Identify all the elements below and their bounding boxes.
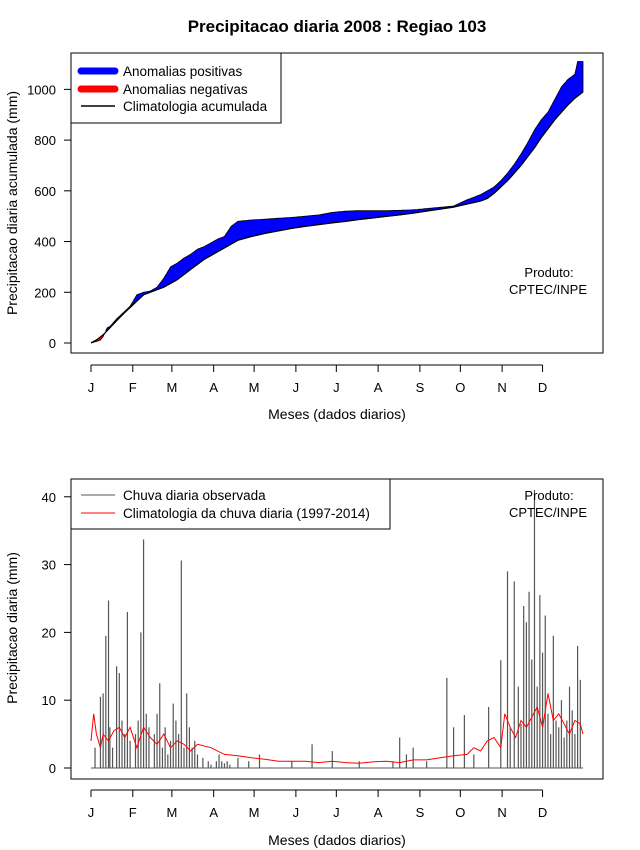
chart-title: Precipitacao diaria 2008 : Regiao 103 [188,17,487,36]
bottom-panel: 0 10 20 30 40 J F M A M J J A S O N D Meses (dados diar… [4,478,604,848]
top-y-tick-label: 400 [34,235,56,250]
bottom-x-tick-label: F [129,805,137,820]
bottom-y-tick-label: 0 [49,761,56,776]
bottom-x-tick-label: N [497,805,506,820]
bottom-y-tick-label: 20 [42,625,56,640]
bottom-annotation-line-2: CPTEC/INPE [509,505,587,520]
bottom-x-tick-label: A [374,805,383,820]
top-x-tick-label: J [88,380,95,395]
top-x-tick-label: D [538,380,547,395]
legend-label-climatology: Climatologia acumulada [123,99,268,114]
bottom-x-tick-label: O [455,805,465,820]
bottom-x-tick-label: M [166,805,177,820]
top-annotation-line-2: CPTEC/INPE [509,282,587,297]
bottom-x-tick-label: A [209,805,218,820]
legend-label-observed: Chuva diaria observada [123,488,266,503]
bottom-plot-data [90,490,584,769]
top-panel: 0 200 400 600 800 1000 J F M A M J J A S O N D Meses (da… [4,52,604,422]
top-y-tick-label: 600 [34,184,56,199]
top-x-tick-label: F [129,380,137,395]
legend-label-clim-daily: Climatologia da chuva diaria (1997-2014) [123,506,370,521]
bottom-x-axis-title: Meses (dados diarios) [268,832,406,848]
top-y-tick-label: 0 [49,336,56,351]
bottom-legend: Chuva diaria observada Climatologia da c… [70,478,391,530]
top-x-tick-label: A [374,380,383,395]
bottom-x-tick-label: J [333,805,340,820]
bottom-y-tick-label: 40 [42,490,56,505]
legend-label-positive: Anomalias positivas [123,64,243,79]
climatology-daily-line [90,693,584,764]
top-x-tick-label: J [293,380,300,395]
climatology-cumulative-line [90,91,584,344]
bottom-x-tick-label: M [249,805,260,820]
top-x-axis-title: Meses (dados diarios) [268,406,406,422]
bottom-y-axis: 0 10 20 30 40 [42,490,72,776]
bottom-y-tick-label: 30 [42,558,56,573]
top-y-tick-label: 1000 [27,82,56,97]
top-plot-data [90,61,584,344]
legend-label-negative: Anomalias negativas [123,82,248,97]
top-y-axis: 0 200 400 600 800 1000 [27,82,72,351]
top-legend: Anomalias positivas Anomalias negativas … [70,52,282,124]
top-x-tick-label: A [209,380,218,395]
bottom-x-tick-label: J [293,805,300,820]
top-annotation-line-1: Produto: [524,265,573,280]
top-x-tick-label: M [166,380,177,395]
top-x-tick-label: S [416,380,425,395]
bottom-x-tick-label: D [538,805,547,820]
bottom-annotation-line-1: Produto: [524,488,573,503]
top-x-tick-label: M [249,380,260,395]
bottom-legend-box [70,478,391,530]
bottom-x-tick-label: S [416,805,425,820]
top-y-tick-label: 800 [34,133,56,148]
bottom-y-axis-title: Precipitacao diaria (mm) [4,552,20,704]
top-x-tick-label: J [333,380,340,395]
bottom-x-tick-label: J [88,805,95,820]
top-y-tick-label: 200 [34,285,56,300]
top-x-tick-label: O [455,380,465,395]
top-y-axis-title: Precipitacao diaria acumulada (mm) [4,91,20,315]
bottom-y-tick-label: 10 [42,693,56,708]
top-x-tick-label: N [497,380,506,395]
